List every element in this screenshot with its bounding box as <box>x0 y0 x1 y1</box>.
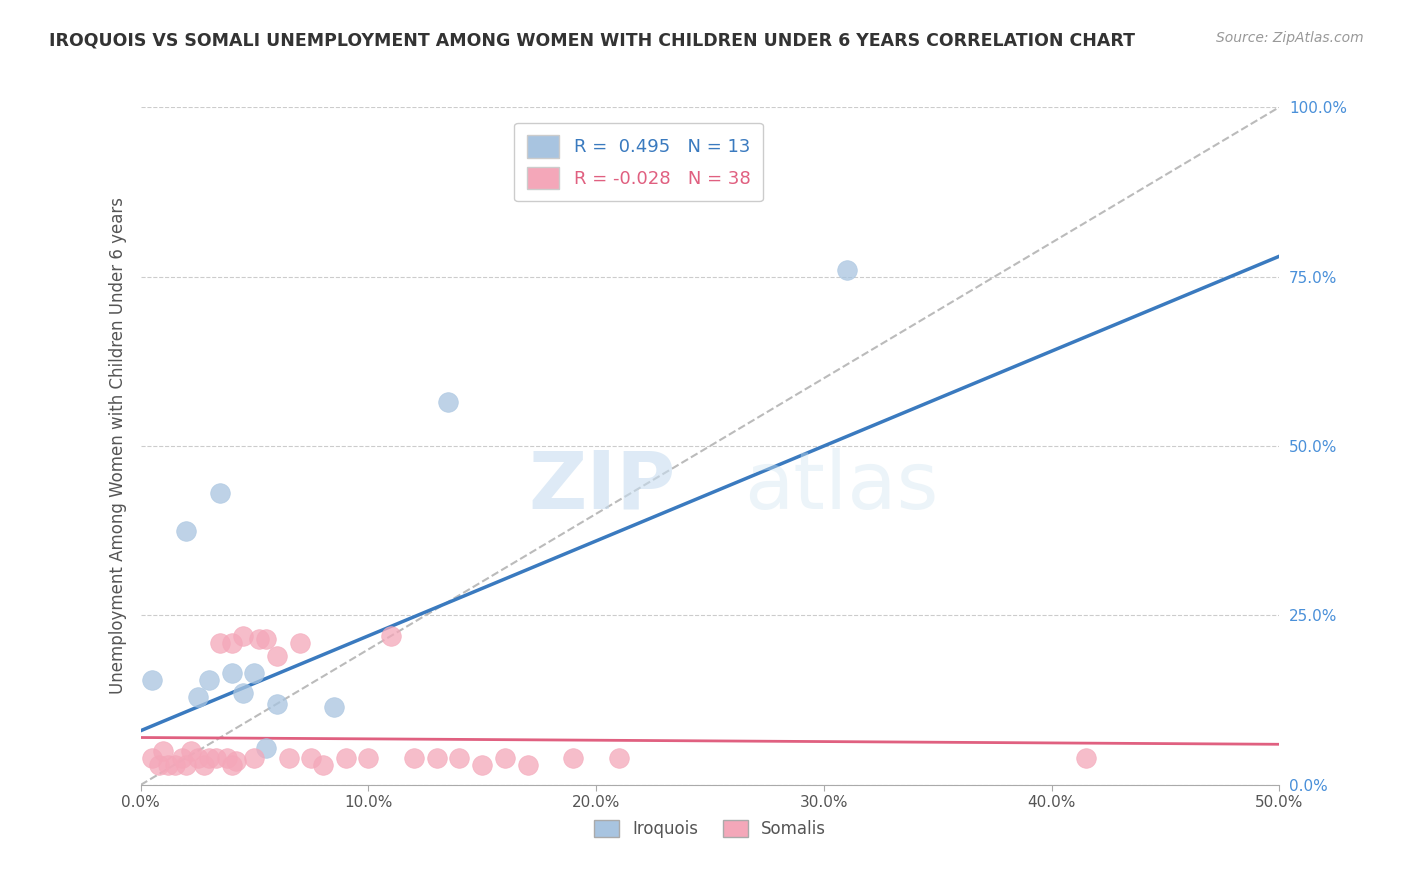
Point <box>170 751 193 765</box>
Point <box>277 751 299 765</box>
Point <box>266 697 288 711</box>
Point <box>301 751 323 765</box>
Point <box>323 700 346 714</box>
Point <box>288 635 311 649</box>
Point <box>266 649 288 664</box>
Point <box>209 635 232 649</box>
Point <box>156 757 179 772</box>
Point <box>152 744 174 758</box>
Point <box>835 262 858 277</box>
Point <box>380 629 402 643</box>
Point <box>254 632 277 647</box>
Point <box>163 757 186 772</box>
Point <box>516 757 538 772</box>
Text: Source: ZipAtlas.com: Source: ZipAtlas.com <box>1216 31 1364 45</box>
Legend: Iroquois, Somalis: Iroquois, Somalis <box>588 813 832 845</box>
Point <box>312 757 335 772</box>
Point <box>221 666 243 681</box>
Point <box>232 629 254 643</box>
Point <box>243 666 266 681</box>
Point <box>141 751 163 765</box>
Point <box>607 751 630 765</box>
Point <box>193 757 215 772</box>
Point <box>174 524 197 538</box>
Point <box>198 673 221 687</box>
Point <box>198 751 221 765</box>
Text: ZIP: ZIP <box>529 448 676 525</box>
Text: atlas: atlas <box>744 448 939 525</box>
Point <box>243 751 266 765</box>
Point <box>141 673 163 687</box>
Point <box>357 751 380 765</box>
Point <box>426 751 449 765</box>
Point <box>180 744 202 758</box>
Point <box>209 486 232 500</box>
Point <box>232 686 254 700</box>
Point <box>217 751 239 765</box>
Point <box>174 757 197 772</box>
Point <box>449 751 471 765</box>
Point <box>1074 751 1097 765</box>
Point <box>437 395 460 409</box>
Point <box>254 740 277 755</box>
Point <box>335 751 357 765</box>
Point <box>402 751 425 765</box>
Point <box>186 751 209 765</box>
Point <box>221 757 243 772</box>
Point <box>186 690 209 704</box>
Point <box>148 757 170 772</box>
Point <box>221 635 243 649</box>
Text: IROQUOIS VS SOMALI UNEMPLOYMENT AMONG WOMEN WITH CHILDREN UNDER 6 YEARS CORRELAT: IROQUOIS VS SOMALI UNEMPLOYMENT AMONG WO… <box>49 31 1135 49</box>
Point <box>562 751 585 765</box>
Point <box>471 757 494 772</box>
Point <box>494 751 516 765</box>
Point <box>204 751 226 765</box>
Point <box>225 754 247 768</box>
Y-axis label: Unemployment Among Women with Children Under 6 years: Unemployment Among Women with Children U… <box>108 197 127 695</box>
Point <box>247 632 270 647</box>
